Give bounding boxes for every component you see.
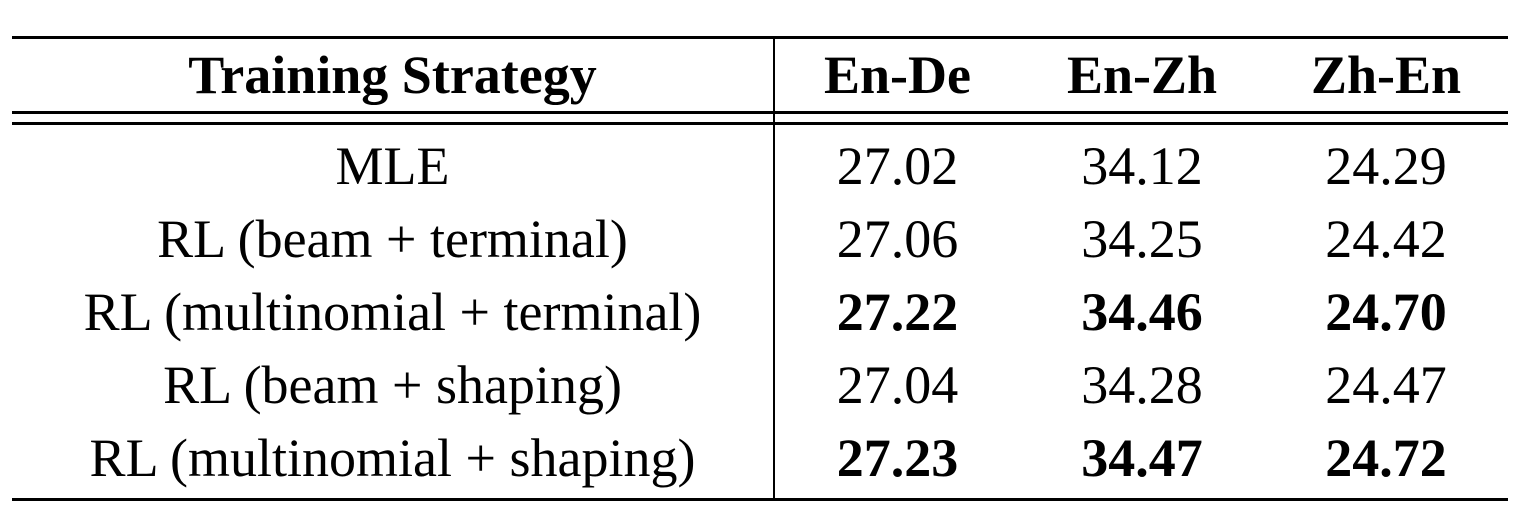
value-cell-en-de: 27.22	[836, 281, 959, 342]
value-cell-en-zh: 34.46	[1081, 281, 1203, 342]
value-cell-zh-en: 24.47	[1325, 354, 1447, 415]
strategy-cell: RL (multinomial + terminal)	[12, 275, 775, 348]
header-en-zh: En-Zh	[1066, 45, 1218, 105]
value-cell-en-de: 27.23	[836, 427, 959, 488]
header-row: Training Strategy En-De En-Zh Zh-En	[12, 39, 1508, 113]
header-training-strategy: Training Strategy	[12, 39, 775, 113]
value-cell-en-zh: 34.25	[1081, 208, 1203, 269]
strategy-cell: RL (beam + shaping)	[12, 348, 775, 421]
strategy-cell: MLE	[12, 123, 775, 202]
strategy-cell: RL (beam + terminal)	[12, 202, 775, 275]
strategy-cell: RL (multinomial + shaping)	[12, 421, 775, 494]
value-cell-zh-en: 24.72	[1325, 427, 1447, 488]
bottom-padding	[12, 494, 1508, 500]
table-row: RL (beam + terminal) 27.06 34.25 24.42	[12, 202, 1508, 275]
bottom-rule	[12, 498, 1508, 502]
header-double-rule	[12, 111, 1508, 125]
table-row: MLE 27.02 34.12 24.29	[12, 123, 1508, 202]
top-rule	[12, 36, 1508, 40]
value-cell-en-zh: 34.47	[1081, 427, 1203, 488]
value-cell-en-de: 27.06	[836, 208, 959, 269]
table-row: RL (beam + shaping) 27.04 34.28 24.47	[12, 348, 1508, 421]
value-cell-en-zh: 34.28	[1081, 354, 1203, 415]
table-row: RL (multinomial + shaping) 27.23 34.47 2…	[12, 421, 1508, 494]
value-cell-en-de: 27.02	[836, 135, 959, 196]
results-table-container: Training Strategy En-De En-Zh Zh-En MLE …	[12, 36, 1508, 502]
value-cell-zh-en: 24.29	[1325, 135, 1447, 196]
value-cell-zh-en: 24.70	[1325, 281, 1447, 342]
value-cell-en-de: 27.04	[836, 354, 959, 415]
results-table: Training Strategy En-De En-Zh Zh-En MLE …	[12, 36, 1508, 502]
value-cell-zh-en: 24.42	[1325, 208, 1447, 269]
table-row: RL (multinomial + terminal) 27.22 34.46 …	[12, 275, 1508, 348]
header-en-de: En-De	[824, 45, 971, 105]
value-cell-en-zh: 34.12	[1081, 135, 1203, 196]
header-zh-en: Zh-En	[1310, 45, 1462, 105]
